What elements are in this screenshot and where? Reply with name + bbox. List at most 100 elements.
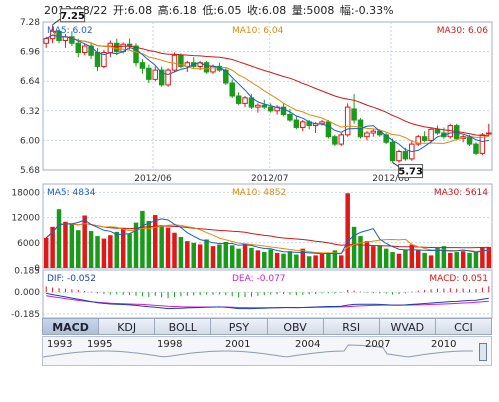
candle-body — [146, 67, 152, 80]
candle-body — [255, 104, 261, 108]
indicator-tabs: MACD KDJ BOLL PSY OBV RSI WVAD CCI — [42, 318, 492, 336]
volume-bar — [95, 236, 100, 268]
volume-bar — [326, 252, 331, 268]
price-x-tick-label: 2012/08 — [372, 174, 410, 184]
ma10-line — [45, 34, 489, 144]
volume-bar — [345, 193, 350, 268]
timeline-year: 2001 — [225, 339, 251, 350]
price-y-tick-label: 6.32 — [20, 107, 40, 117]
timeline-sparkline — [43, 344, 473, 358]
volume-bar — [262, 252, 267, 268]
candle-body — [325, 121, 332, 138]
timeline-year: 2007 — [365, 339, 391, 350]
candle-body — [338, 134, 345, 145]
timeline-range-handle[interactable] — [479, 343, 487, 361]
tab-psy[interactable]: PSY — [211, 318, 268, 335]
candle-body — [229, 82, 235, 97]
tab-macd[interactable]: MACD — [42, 318, 100, 335]
candle-body — [242, 97, 248, 104]
tab-obv[interactable]: OBV — [267, 318, 324, 335]
volume-bar — [56, 209, 62, 268]
timeline-year: 2004 — [295, 339, 321, 350]
volume-bar — [229, 245, 235, 268]
volume-ma30-legend: MA30: 5614 — [434, 188, 488, 198]
volume-bar — [165, 227, 171, 268]
tab-boll[interactable]: BOLL — [155, 318, 212, 335]
candle-body — [293, 119, 300, 128]
volume-bar — [159, 225, 164, 268]
quote-low: 低:6.05 — [202, 4, 242, 17]
ma5-legend: MA5: 6.02 — [47, 26, 93, 36]
quote-open: 开:6.08 — [112, 4, 153, 17]
volume-bar — [428, 255, 434, 268]
price-y-tick-label: 6.00 — [20, 136, 40, 146]
tab-kdj[interactable]: KDJ — [99, 318, 156, 335]
volume-bar — [287, 251, 293, 268]
tab-cci[interactable]: CCI — [435, 318, 492, 335]
volume-bar — [50, 226, 55, 268]
low-pointer — [392, 162, 399, 168]
volume-bar — [460, 251, 466, 268]
volume-bar — [371, 246, 376, 268]
timeline-navigator[interactable]: 1993 1995 1998 2001 2004 2007 2010 — [42, 336, 492, 366]
candle-body — [280, 106, 287, 115]
volume-bar — [197, 244, 203, 268]
volume-bar — [319, 253, 325, 268]
candle-body — [479, 134, 486, 154]
tab-wvad[interactable]: WVAD — [379, 318, 436, 335]
candle-body — [434, 128, 441, 134]
volume-bar — [448, 252, 453, 268]
quote-header: 2012/08/22 开:6.08 高:6.18 低:6.05 收:6.08 量… — [44, 2, 396, 18]
price-x-tick-label: 2012/07 — [251, 174, 288, 184]
volume-y-tick-label: 18000 — [11, 188, 40, 198]
volume-bar — [153, 215, 158, 268]
candle-body — [133, 45, 139, 64]
tab-rsi[interactable]: RSI — [323, 318, 380, 335]
volume-bar — [185, 241, 190, 268]
candle-body — [43, 38, 49, 44]
volume-bar — [313, 255, 318, 268]
volume-bar — [332, 250, 338, 268]
volume-bar — [300, 248, 306, 268]
volume-y-tick-label: 6000 — [17, 239, 40, 249]
volume-bar — [435, 247, 440, 268]
candle-body — [402, 151, 409, 160]
volume-bar — [133, 222, 139, 268]
volume-bar — [268, 249, 273, 268]
candle-body — [261, 104, 268, 108]
volume-bar — [127, 233, 132, 268]
candle-body — [94, 52, 101, 67]
volume-bar — [396, 253, 402, 268]
quote-volume: 量:5008 — [291, 4, 335, 17]
volume-bar — [409, 244, 415, 268]
candle-body — [364, 132, 370, 138]
volume-bar — [69, 223, 75, 268]
volume-bar — [364, 241, 370, 268]
volume-bar — [281, 253, 286, 268]
candle-body — [152, 69, 158, 80]
volume-bar — [351, 226, 357, 268]
volume-bar — [217, 244, 222, 268]
candle-body — [287, 114, 293, 121]
high-annotation: 7.25 — [60, 11, 85, 22]
price-x-tick-label: 2012/06 — [134, 174, 172, 184]
volume-bar — [454, 252, 459, 268]
candle-body — [114, 42, 120, 53]
volume-bar — [114, 231, 120, 268]
volume-bar — [108, 235, 113, 268]
candle-body — [428, 128, 434, 141]
candle-body — [344, 106, 351, 136]
volume-bar — [210, 246, 216, 268]
candle-body — [389, 141, 396, 162]
candle-body — [466, 136, 473, 145]
candle-body — [396, 151, 402, 162]
volume-bar — [172, 232, 177, 268]
candle-body — [158, 69, 165, 86]
volume-ma10-line — [45, 223, 489, 254]
candle-body — [421, 136, 428, 141]
low-annotation-box — [398, 164, 424, 179]
volume-bar — [43, 237, 49, 268]
macd-y-tick-label: -0.185 — [11, 310, 40, 320]
